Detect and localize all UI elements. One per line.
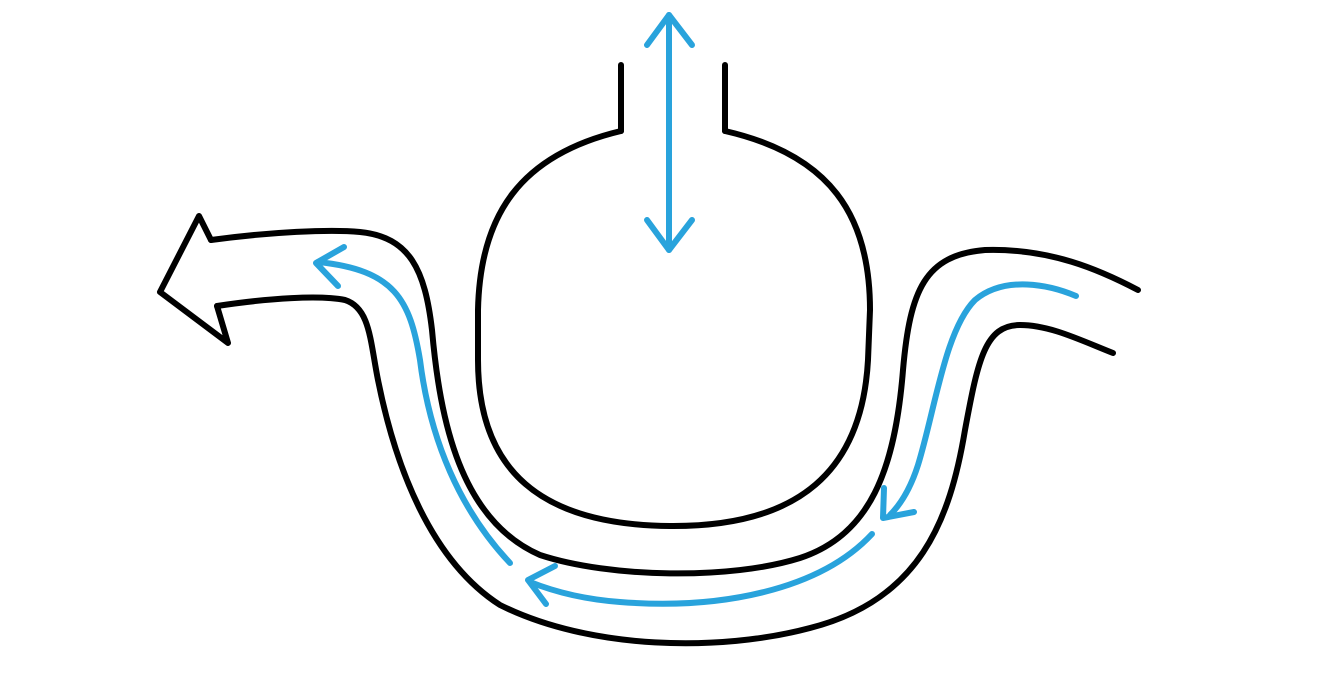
arrow-up-icon — [644, 12, 695, 48]
channel-exit-arrowhead — [157, 213, 231, 346]
flow-arrow-bottom-segment — [527, 531, 875, 607]
flow-arrow-right-segment — [887, 281, 1079, 518]
channel-outer-wall — [214, 294, 1116, 647]
flow-arrowhead-right-icon — [880, 485, 917, 521]
flow-arrowhead-bottom-icon — [525, 563, 558, 607]
flow-channel — [157, 213, 1141, 647]
arrow-down-icon — [644, 217, 695, 253]
valve-ball-outline — [475, 128, 873, 530]
flow-arrow-left-segment — [315, 259, 513, 566]
valve-body — [475, 62, 873, 530]
flow-direction-arrows — [313, 244, 1079, 607]
stem-motion-double-arrow — [644, 12, 695, 253]
flow-arrowhead-left-icon — [313, 244, 347, 289]
channel-inner-wall — [208, 227, 1141, 577]
